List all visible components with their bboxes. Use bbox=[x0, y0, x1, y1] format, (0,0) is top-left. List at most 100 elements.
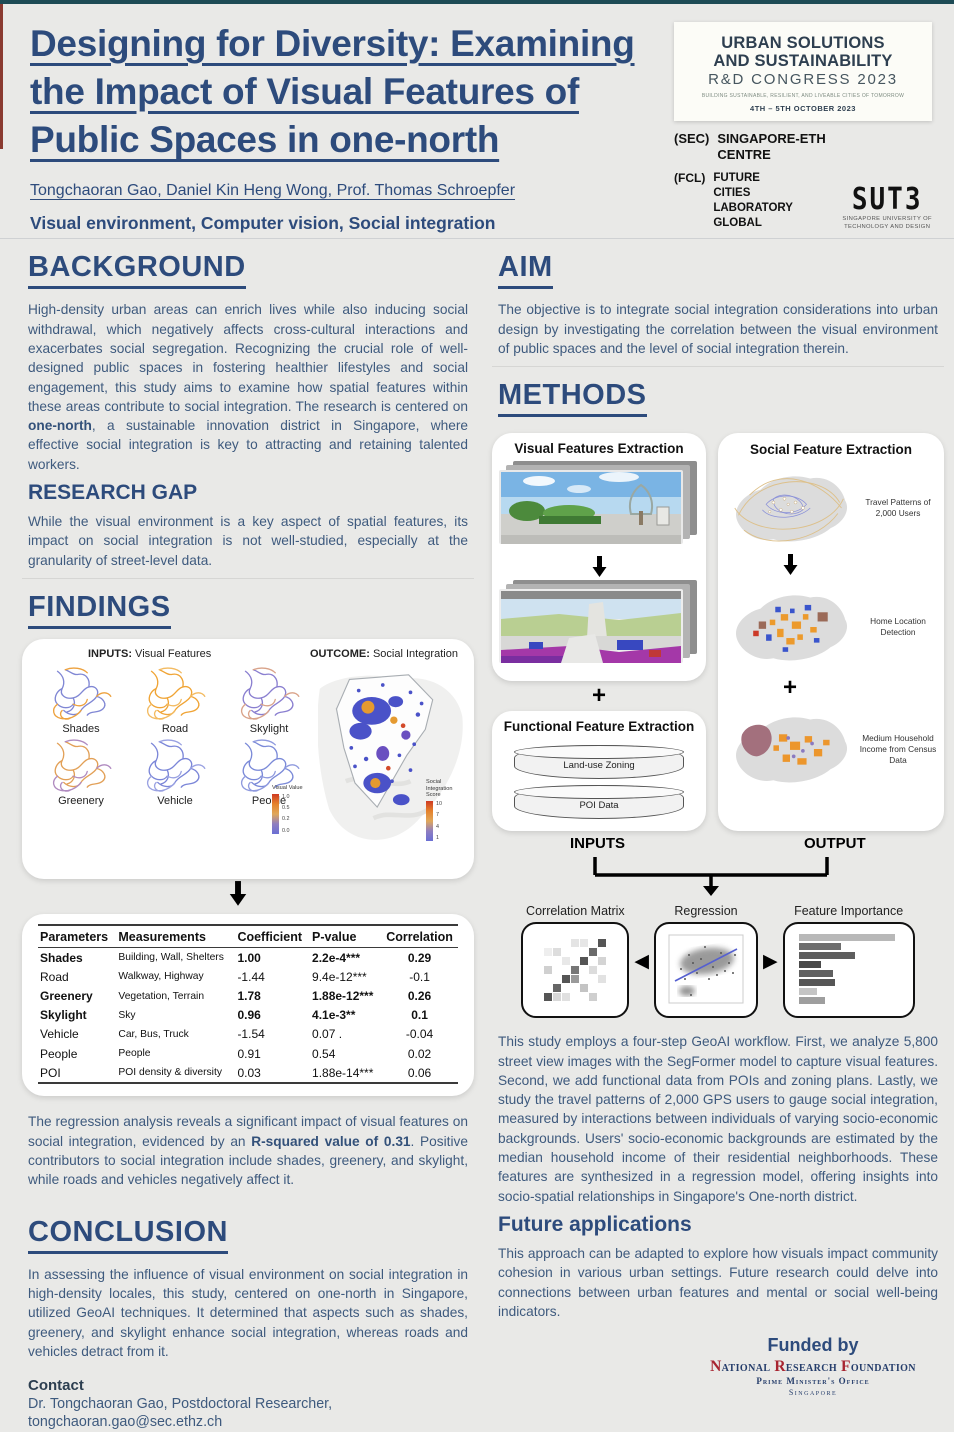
sec-affiliation: (SEC) SINGAPORE-ETH CENTRE bbox=[674, 131, 932, 164]
sutd-caption-line2: TECHNOLOGY AND DESIGN bbox=[844, 224, 931, 230]
sutd-caption-line1: SINGAPORE UNIVERSITY OF bbox=[842, 216, 932, 223]
inputs-label: INPUTS bbox=[570, 835, 626, 853]
congress-dates: 4TH – 5TH OCTOBER 2023 bbox=[750, 103, 856, 113]
home-location-label: Home Location Detection bbox=[870, 616, 926, 638]
findings-heading: FINDINGS bbox=[28, 591, 171, 630]
map-label-road: Road bbox=[161, 723, 189, 736]
congress-line-3: R&D CONGRESS 2023 bbox=[708, 70, 898, 88]
analysis-text: The regression analysis reveals a signif… bbox=[28, 1114, 468, 1149]
travel-patterns-map bbox=[734, 476, 848, 542]
map-label-greenery: Greenery bbox=[58, 795, 104, 808]
street-view-images bbox=[499, 461, 697, 545]
down-arrow-icon bbox=[592, 556, 606, 578]
segmentation-images bbox=[499, 580, 697, 664]
nrf-initial-f: F bbox=[840, 1358, 851, 1376]
col-correlation: Correlation bbox=[381, 924, 458, 949]
table-row: Skylight Sky 0.96 4.1e-3** 0.1 bbox=[40, 1008, 428, 1023]
down-arrow-icon bbox=[723, 554, 857, 581]
col-pvalue: P-value bbox=[310, 924, 382, 949]
visual-features-extraction-card: Visual Features Extraction bbox=[492, 433, 706, 682]
nrf-initial-r: R bbox=[774, 1358, 786, 1376]
social-legend-title-line2: Integration Score bbox=[426, 785, 453, 799]
functional-card-title: Functional Feature Extraction bbox=[503, 719, 695, 735]
analysis-bold-text: R-squared value of 0.31 bbox=[251, 1133, 411, 1149]
map-label-skylight: Skylight bbox=[249, 723, 289, 736]
regression-step: Regression bbox=[654, 904, 758, 1019]
right-column: AIM The objective is to integrate social… bbox=[492, 239, 944, 1432]
sutd-logo: SUT3 SINGAPORE UNIVERSITY OF TECHNOLOGY … bbox=[842, 171, 932, 232]
table-row: Vehicle Car, Bus, Truck -1.54 0.07 . -0.04 bbox=[40, 1027, 434, 1042]
tick: 0.0 bbox=[282, 827, 290, 834]
funded-by-label: Funded by bbox=[767, 1335, 859, 1356]
map-vehicle: Vehicle bbox=[128, 737, 222, 807]
feature-importance-label: Feature Importance bbox=[794, 904, 904, 919]
tick: 0.2 bbox=[282, 816, 290, 823]
nrf-pmo-line: Prime Minister's Office bbox=[756, 1376, 870, 1387]
social-card-title: Social Feature Extraction bbox=[749, 442, 913, 458]
functional-feature-extraction-card: Functional Feature Extraction Land-use Z… bbox=[492, 711, 706, 832]
table-row: Road Walkway, Highway -1.44 9.4e-12*** -0.1 bbox=[40, 969, 430, 984]
background-bold-text: one-north bbox=[28, 418, 92, 434]
household-income-label: Medium Household Income from Census Data bbox=[859, 733, 937, 765]
correlation-matrix-step: Correlation Matrix bbox=[521, 904, 630, 1019]
visual-value-legend: Visual Value 1.0 0.5 0.2 0.0 bbox=[272, 785, 312, 834]
title-line-2: the Impact of Visual Features of bbox=[30, 71, 579, 113]
background-paragraph: High-density urban areas can enrich live… bbox=[28, 300, 468, 474]
nrf-rest-r: esearch bbox=[785, 1360, 841, 1376]
analysis-text-after: . Positive contributors to social integr… bbox=[28, 1133, 468, 1188]
fcl-name: FUTURE CITIES LABORATORY GLOBAL bbox=[713, 171, 793, 232]
home-location-map bbox=[736, 595, 848, 661]
outcome-label: OUTCOME: Social Integration bbox=[310, 648, 458, 660]
social-integration-outcome-map bbox=[318, 674, 463, 840]
cylinder-label: POI Data bbox=[579, 799, 619, 811]
correlation-matrix-label: Correlation Matrix bbox=[526, 904, 625, 919]
social-legend-title: Social Integration Score bbox=[426, 779, 466, 799]
nrf-name: National Research Foundation bbox=[682, 1358, 944, 1376]
plus-icon: + bbox=[782, 674, 797, 702]
research-gap-heading: RESEARCH GAP bbox=[28, 481, 198, 505]
map-shades: Shades bbox=[34, 665, 128, 735]
outcome-label-bold: OUTCOME: bbox=[310, 648, 370, 661]
table-row: People People 0.91 0.54 0.02 bbox=[40, 1046, 432, 1061]
congress-line-1: URBAN SOLUTIONS bbox=[721, 34, 885, 52]
page-title: Designing for Diversity: Examining the I… bbox=[30, 20, 674, 164]
congress-line-2: AND SUSTAINABILITY bbox=[713, 52, 893, 71]
tick: 1.0 bbox=[282, 793, 290, 800]
logos-block: URBAN SOLUTIONS AND SUSTAINABILITY R&D C… bbox=[674, 20, 932, 234]
keywords-line: Visual environment, Computer vision, Soc… bbox=[30, 213, 496, 234]
tick: 7 bbox=[436, 812, 439, 819]
land-use-zoning-cylinder: Land-use Zoning bbox=[514, 745, 684, 780]
regression-table-panel: Parameters Measurements Coefficient P-va… bbox=[22, 914, 474, 1097]
sec-name-line2: CENTRE bbox=[717, 146, 771, 162]
inputs-visual-features-label: INPUTS: Visual Features bbox=[88, 648, 211, 660]
aim-heading: AIM bbox=[498, 251, 553, 290]
nrf-rest-f: oundation bbox=[850, 1360, 916, 1376]
sec-name: SINGAPORE-ETH CENTRE bbox=[717, 131, 825, 164]
household-income-row: Medium Household Income from Census Data bbox=[723, 703, 939, 795]
future-applications-paragraph: This approach can be adapted to explore … bbox=[498, 1246, 938, 1319]
conclusion-paragraph: In assessing the influence of visual env… bbox=[28, 1266, 468, 1359]
poi-data-cylinder: POI Data bbox=[514, 785, 684, 820]
social-feature-extraction-card: Social Feature Extraction bbox=[718, 433, 944, 832]
col-coefficient: Coefficient bbox=[235, 924, 311, 949]
left-edge-mark bbox=[0, 4, 3, 149]
title-line-1: Designing for Diversity: Examining bbox=[30, 23, 635, 64]
shades-network-map bbox=[52, 667, 112, 720]
fcl-line1: FUTURE bbox=[713, 172, 760, 185]
fcl-line3: LABORATORY bbox=[713, 202, 793, 215]
regression-results-table: Parameters Measurements Coefficient P-va… bbox=[38, 924, 458, 1085]
triangle-left-icon: ◀ bbox=[634, 951, 649, 973]
regression-label: Regression bbox=[674, 904, 738, 919]
down-arrow-icon bbox=[2, 881, 474, 912]
sutd-logo-glyph: SUT3 bbox=[851, 182, 923, 218]
feature-importance-box bbox=[782, 922, 915, 1019]
findings-analysis-paragraph: The regression analysis reveals a signif… bbox=[28, 1112, 468, 1189]
tick: 10 bbox=[436, 801, 442, 808]
table-row: POI POI density & diversity 0.03 1.88e-14**… bbox=[38, 1063, 458, 1085]
title-line-3: Public Spaces in one-north bbox=[30, 119, 500, 161]
congress-tagline: BUILDING SUSTAINABLE, RESILIENT, AND LIV… bbox=[701, 92, 905, 99]
feature-importance-chart bbox=[798, 934, 895, 1005]
correlation-matrix-box bbox=[521, 922, 630, 1019]
cylinder-label: Land-use Zoning bbox=[563, 759, 635, 771]
table-row: Shades Building, Wall, Shelters 1.00 2.2e-4… bbox=[40, 950, 432, 965]
